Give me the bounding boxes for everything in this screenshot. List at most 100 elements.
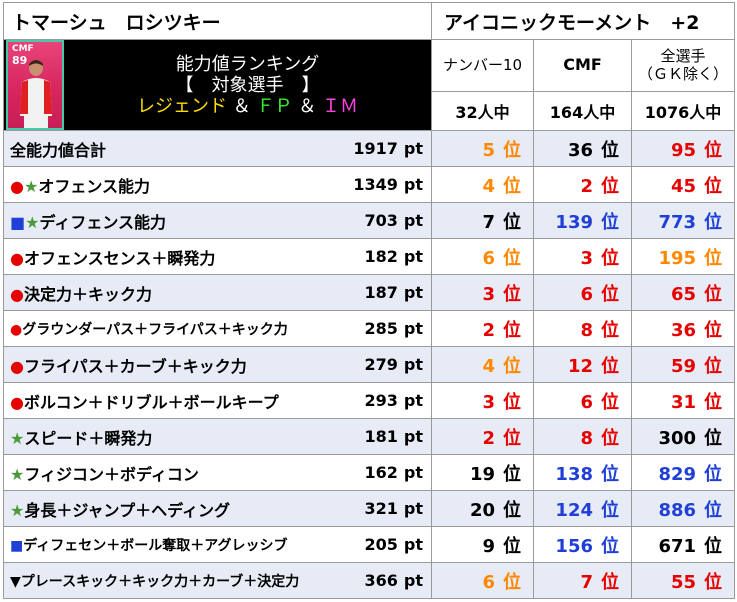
column-header-all-players: 全選手 （ＧＫ除く） <box>630 39 736 92</box>
table-row: ★スピード＋瞬発力 181 pt 2 位 8 位 300 位 <box>3 418 736 455</box>
rank-value: 65 <box>670 283 697 305</box>
rank-value: 7 <box>580 571 593 593</box>
rank-value: 5 <box>482 139 495 161</box>
rank-value: 19 <box>469 463 495 485</box>
rank-unit: 位 <box>601 139 619 161</box>
rank-value: 31 <box>670 391 697 413</box>
points-value: 1349 <box>353 175 398 194</box>
rank-unit: 位 <box>704 355 723 377</box>
stat-points: 182 pt <box>351 238 432 275</box>
rank-unit: 位 <box>704 463 723 485</box>
rank-unit: 位 <box>601 247 619 269</box>
card-position: CMF <box>12 44 34 54</box>
rank-value: 138 <box>555 463 593 485</box>
table-row: ●フライパス＋カーブ＋キック力 279 pt 4 位 12 位 59 位 <box>3 346 736 383</box>
stat-label: ●グラウンダーパス＋フライパス＋キック力 <box>3 310 352 347</box>
stat-label-text: ディフェセン＋ボール奪取＋アグレッシブ <box>23 537 288 554</box>
card-rating: 89 <box>12 54 28 67</box>
stat-points: 1917 pt <box>351 130 432 167</box>
star-icon: ★ <box>25 212 40 232</box>
rank-value: 4 <box>482 175 495 197</box>
stat-label: ★フィジコン＋ボディコン <box>3 454 352 491</box>
type-legend: レジェンド <box>137 95 228 117</box>
card-title: アイコニックモーメント +2 <box>430 2 736 40</box>
column-count-cmf: 164人中 <box>533 90 632 132</box>
points-unit: pt <box>403 283 423 302</box>
column-count-all-players: 1076人中 <box>630 90 736 132</box>
rank-unit: 位 <box>704 139 723 161</box>
stat-points: 285 pt <box>351 310 432 347</box>
rank-all-players: 36 位 <box>630 310 736 347</box>
circle-icon: ● <box>10 248 24 268</box>
stat-label: ★スピード＋瞬発力 <box>3 418 352 455</box>
rank-unit: 位 <box>503 391 521 413</box>
ranking-info: 能力値ランキング 【 対象選手 】 レジェンド ＆ ＦＰ ＆ ＩＭ <box>64 54 431 117</box>
stat-label: ●フライパス＋カーブ＋キック力 <box>3 346 352 383</box>
star-icon: ★ <box>10 500 25 520</box>
type-separator: ＆ <box>232 95 251 117</box>
rank-unit: 位 <box>704 535 723 557</box>
rank-value: 9 <box>482 535 495 557</box>
rank-value: 6 <box>580 391 593 413</box>
stat-points: 1349 pt <box>351 166 432 203</box>
rank-unit: 位 <box>503 247 521 269</box>
rank-unit: 位 <box>704 391 723 413</box>
circle-icon: ● <box>10 321 23 338</box>
table-row: ●グラウンダーパス＋フライパス＋キック力 285 pt 2 位 8 位 36 位 <box>3 310 736 347</box>
points-unit: pt <box>403 391 423 410</box>
rank-cmf: 138 位 <box>533 454 632 491</box>
stat-points: 321 pt <box>351 490 432 527</box>
rank-value: 6 <box>482 247 495 269</box>
points-value: 162 <box>364 463 398 482</box>
rank-unit: 位 <box>704 427 723 449</box>
rank-unit: 位 <box>503 211 521 233</box>
rank-value: 36 <box>670 319 697 341</box>
circle-icon: ● <box>10 176 24 196</box>
stat-label-text: 全能力値合計 <box>10 140 107 160</box>
rank-value: 3 <box>482 391 495 413</box>
points-value: 285 <box>364 319 398 338</box>
type-separator: ＆ <box>298 95 317 117</box>
stat-label-text: 決定力＋キック力 <box>23 284 152 304</box>
rank-unit: 位 <box>601 391 619 413</box>
table-row: ▼プレースキック＋キック力＋カーブ＋決定力 366 pt 6 位 7 位 55 位 <box>3 562 736 599</box>
rank-value: 6 <box>580 283 593 305</box>
table-row: ●ボルコン＋ドリブル＋ボールキープ 293 pt 3 位 6 位 31 位 <box>3 382 736 419</box>
player-name: トマーシュ ロシツキー <box>3 2 432 40</box>
rank-value: 300 <box>658 427 697 449</box>
rank-unit: 位 <box>503 499 521 521</box>
stat-label-text: フライパス＋カーブ＋キック力 <box>23 356 247 376</box>
rank-all-players: 829 位 <box>630 454 736 491</box>
rank-unit: 位 <box>704 499 723 521</box>
rank-value: 773 <box>658 211 697 233</box>
stat-points: 293 pt <box>351 382 432 419</box>
circle-icon: ● <box>10 284 24 304</box>
points-unit: pt <box>403 463 423 482</box>
rank-value: 2 <box>580 175 593 197</box>
circle-icon: ● <box>10 392 24 412</box>
rank-unit: 位 <box>704 571 723 593</box>
rank-cmf: 36 位 <box>533 130 632 167</box>
rank-cmf: 12 位 <box>533 346 632 383</box>
rank-value: 6 <box>482 571 495 593</box>
rank-unit: 位 <box>601 427 619 449</box>
stat-points: 703 pt <box>351 202 432 239</box>
rank-unit: 位 <box>503 427 521 449</box>
stat-label: ●オフェンスセンス＋瞬発力 <box>3 238 352 275</box>
rank-unit: 位 <box>704 175 723 197</box>
points-value: 279 <box>364 355 398 374</box>
points-value: 366 <box>364 571 398 590</box>
rank-all-players: 65 位 <box>630 274 736 311</box>
points-value: 321 <box>364 499 398 518</box>
rank-cmf: 156 位 <box>533 526 632 563</box>
stat-label-text: ボルコン＋ドリブル＋ボールキープ <box>23 392 279 412</box>
stat-points: 279 pt <box>351 346 432 383</box>
